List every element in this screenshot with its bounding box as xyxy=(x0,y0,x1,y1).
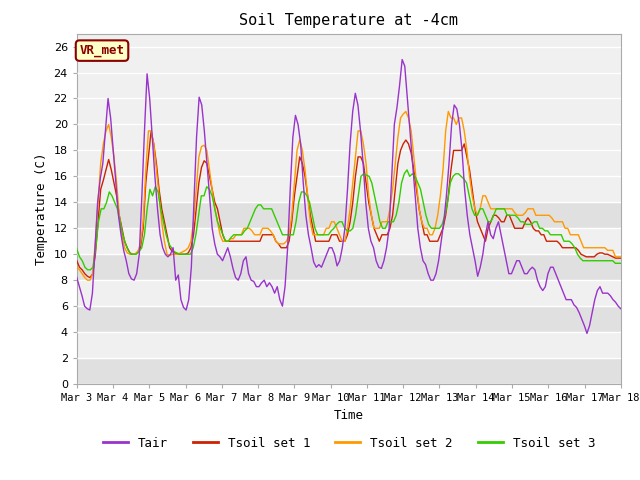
X-axis label: Time: Time xyxy=(334,408,364,421)
Bar xyxy=(77,332,621,358)
Title: Soil Temperature at -4cm: Soil Temperature at -4cm xyxy=(239,13,458,28)
Bar xyxy=(77,306,621,332)
Text: VR_met: VR_met xyxy=(79,44,125,57)
Legend: Tair, Tsoil set 1, Tsoil set 2, Tsoil set 3: Tair, Tsoil set 1, Tsoil set 2, Tsoil se… xyxy=(97,432,600,455)
Bar xyxy=(77,358,621,384)
Bar xyxy=(77,280,621,306)
Y-axis label: Temperature (C): Temperature (C) xyxy=(35,153,48,265)
Bar xyxy=(77,228,621,254)
Bar xyxy=(77,254,621,280)
Bar xyxy=(77,176,621,202)
Bar xyxy=(77,202,621,228)
